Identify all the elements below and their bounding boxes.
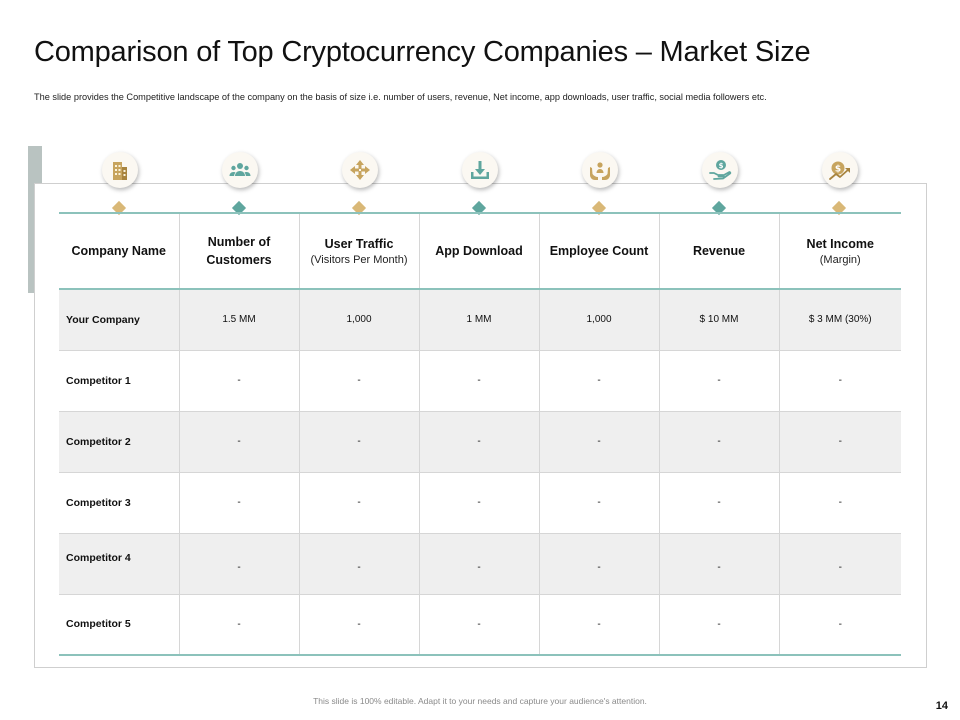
header-app-download: App Download: [419, 212, 540, 290]
header-company-name: Company Name: [59, 212, 180, 290]
table-cell: -: [419, 472, 540, 534]
table-row: Competitor 1 - - - - - -: [59, 350, 901, 412]
hands-person-icon: [582, 152, 618, 188]
header-sub-label: (Visitors Per Month): [310, 253, 408, 266]
header-number-of-customers: Number of Customers: [179, 212, 300, 290]
table-cell: -: [419, 350, 540, 412]
column-icon-cell: [419, 152, 539, 216]
column-icon-cell: [179, 152, 299, 216]
column-icon-cell: [539, 152, 659, 216]
table-cell: -: [779, 411, 901, 473]
table-row: Competitor 3 - - - - - -: [59, 472, 901, 534]
row-name: Competitor 3: [59, 472, 180, 534]
table-cell: -: [419, 411, 540, 473]
column-icon-cell: $: [779, 152, 899, 216]
table-cell: -: [659, 533, 780, 595]
row-name: Competitor 4: [59, 533, 180, 595]
table-cell: 1,000: [299, 289, 420, 351]
table-cell: 1.5 MM: [179, 289, 300, 351]
table-cell: -: [539, 411, 660, 473]
header-user-traffic: User Traffic (Visitors Per Month): [299, 212, 420, 290]
table-cell: -: [179, 472, 300, 534]
table-cell: -: [659, 472, 780, 534]
row-name: Competitor 5: [59, 594, 180, 656]
download-icon: [462, 152, 498, 188]
table-cell: -: [419, 533, 540, 595]
table-cell: -: [299, 594, 420, 656]
slide-footer-note: This slide is 100% editable. Adapt it to…: [313, 696, 647, 706]
table-cell: -: [779, 533, 901, 595]
page-title: Comparison of Top Cryptocurrency Compani…: [34, 36, 811, 68]
money-hand-icon: $: [702, 152, 738, 188]
table-cell: $ 3 MM (30%): [779, 289, 901, 351]
arrows-direction-icon: [342, 152, 378, 188]
table-cell: -: [179, 350, 300, 412]
table-header-row: Company Name Number of Customers User Tr…: [59, 212, 901, 290]
table-cell: -: [299, 533, 420, 595]
svg-text:$: $: [835, 164, 841, 174]
table-cell: -: [419, 594, 540, 656]
people-group-icon: [222, 152, 258, 188]
dollar-growth-icon: $: [822, 152, 858, 188]
row-name: Competitor 2: [59, 411, 180, 473]
table-cell: -: [539, 533, 660, 595]
table-row: Competitor 4 - - - - - -: [59, 533, 901, 595]
table-cell: $ 10 MM: [659, 289, 780, 351]
table-cell: -: [179, 411, 300, 473]
table-cell: -: [539, 472, 660, 534]
table-cell: -: [179, 594, 300, 656]
table-cell: -: [299, 472, 420, 534]
table-cell: -: [539, 350, 660, 412]
table-cell: -: [299, 411, 420, 473]
table-cell: -: [659, 594, 780, 656]
building-icon: [102, 152, 138, 188]
header-net-income: Net Income (Margin): [779, 212, 901, 290]
table-cell: -: [779, 594, 901, 656]
table-cell: 1,000: [539, 289, 660, 351]
table-row: Competitor 2 - - - - - -: [59, 411, 901, 473]
column-icon-cell: [59, 152, 179, 216]
table-row: Your Company 1.5 MM 1,000 1 MM 1,000 $ 1…: [59, 289, 901, 351]
header-employee-count: Employee Count: [539, 212, 660, 290]
table-cell: 1 MM: [419, 289, 540, 351]
table-cell: -: [779, 350, 901, 412]
row-name: Your Company: [59, 289, 180, 351]
header-sub-label: (Margin): [819, 253, 861, 266]
header-revenue: Revenue: [659, 212, 780, 290]
column-icon-cell: $: [659, 152, 779, 216]
column-icon-row: $ $: [59, 152, 901, 216]
table-cell: -: [299, 350, 420, 412]
row-name: Competitor 1: [59, 350, 180, 412]
table-cell: -: [659, 350, 780, 412]
table-cell: -: [179, 533, 300, 595]
svg-text:$: $: [719, 162, 724, 170]
page-number: 14: [935, 700, 948, 712]
table-row: Competitor 5 - - - - - -: [59, 594, 901, 656]
comparison-table: Company Name Number of Customers User Tr…: [59, 212, 901, 656]
column-icon-cell: [299, 152, 419, 216]
table-cell: -: [539, 594, 660, 656]
table-cell: -: [779, 472, 901, 534]
table-cell: -: [659, 411, 780, 473]
page-subtitle: The slide provides the Competitive lands…: [34, 92, 767, 102]
